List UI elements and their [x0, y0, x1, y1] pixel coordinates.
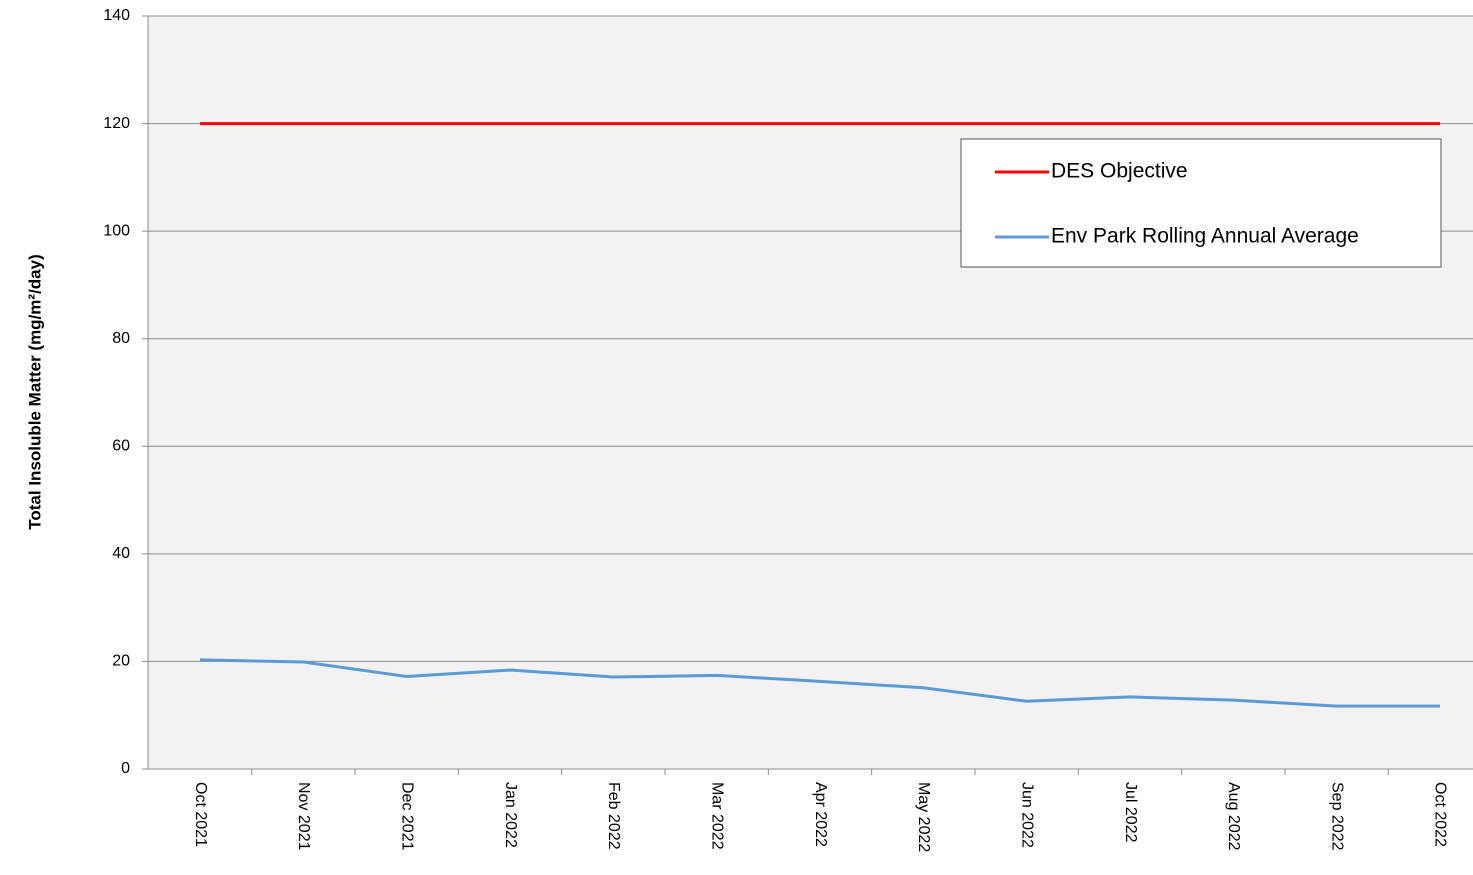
x-tick-label: Apr 2022: [812, 782, 829, 847]
x-tick-label: Aug 2022: [1225, 782, 1242, 851]
x-tick-label: Jul 2022: [1122, 782, 1139, 843]
x-tick-label: Oct 2021: [192, 782, 209, 847]
x-tick-label: Jan 2022: [502, 782, 519, 848]
x-tick-label: Oct 2022: [1432, 782, 1449, 847]
legend-label: Env Park Rolling Annual Average: [1051, 225, 1359, 248]
x-tick-label: Mar 2022: [708, 782, 725, 850]
y-tick-label: 140: [103, 7, 130, 24]
x-tick-label: Dec 2021: [398, 782, 415, 851]
y-tick-label: 60: [112, 438, 130, 455]
y-tick-label: 80: [112, 330, 130, 347]
y-tick-label: 20: [112, 653, 130, 670]
series-line: [199, 658, 1440, 708]
y-tick-label: 0: [121, 760, 130, 777]
x-tick-label: May 2022: [915, 782, 932, 852]
y-tick-label: 120: [103, 115, 130, 132]
x-tick-label: Nov 2021: [295, 782, 312, 851]
legend-label: DES Objective: [1051, 160, 1188, 183]
x-tick-label: Jun 2022: [1018, 782, 1035, 848]
x-tick-label: Sep 2022: [1328, 782, 1345, 851]
legend-box: [960, 138, 1442, 268]
plot-area: [148, 16, 1473, 769]
y-tick-label: 40: [112, 545, 130, 562]
y-tick-label: 100: [103, 222, 130, 239]
y-axis-label: Total Insoluble Matter (mg/m²/day): [25, 254, 44, 529]
x-tick-label: Feb 2022: [605, 782, 622, 850]
